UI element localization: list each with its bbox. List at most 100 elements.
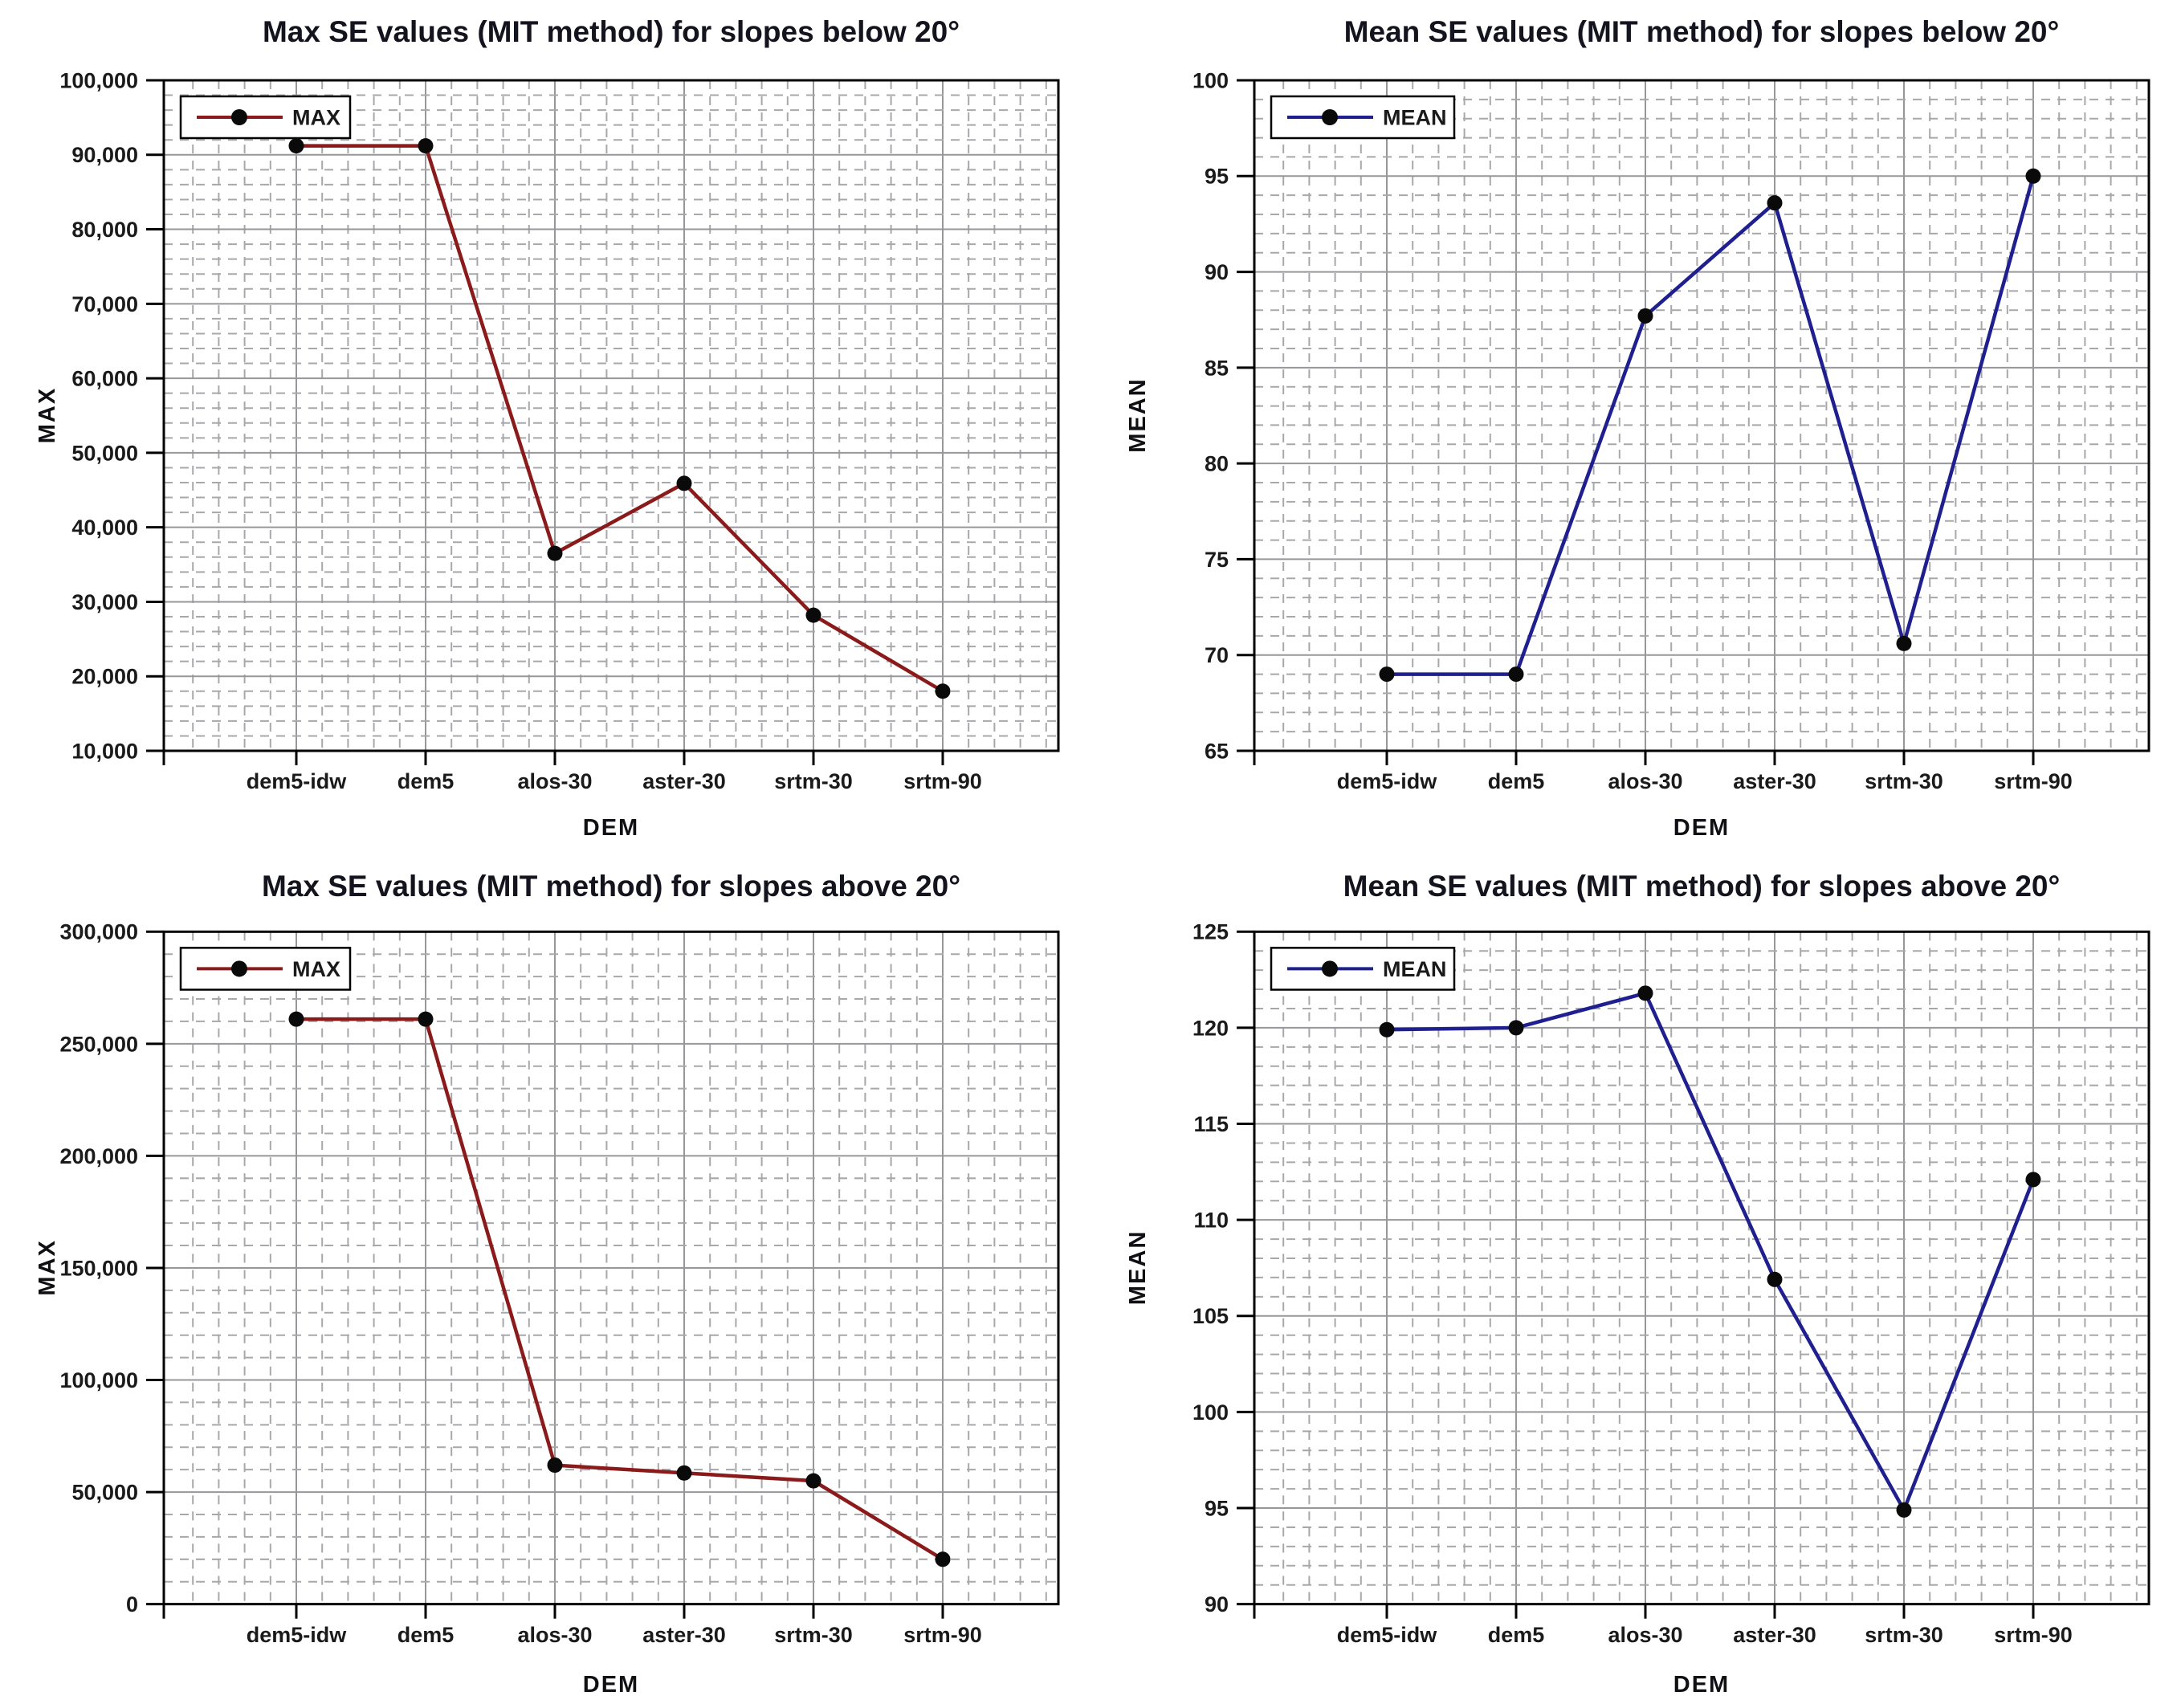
y-tick-label: 80,000 (71, 218, 138, 242)
x-tick-label: aster-30 (642, 769, 726, 793)
y-tick-label: 70 (1205, 643, 1229, 667)
x-tick-label: srtm-30 (774, 769, 853, 793)
x-tick-label: alos-30 (518, 1623, 593, 1647)
y-tick-label: 120 (1192, 1016, 1229, 1040)
x-tick-label: srtm-90 (1994, 1623, 2072, 1647)
data-point (1896, 635, 1912, 651)
x-tick-label: srtm-30 (774, 1623, 852, 1647)
y-tick-label: 200,000 (59, 1144, 138, 1168)
y-tick-label: 100,000 (59, 1368, 138, 1392)
chart-svg-max-above: Max SE values (MIT method) for slopes ab… (35, 869, 1060, 1698)
y-tick-label: 0 (126, 1592, 138, 1616)
y-tick-label: 50,000 (71, 441, 138, 465)
chart-max-se-above-20: Max SE values (MIT method) for slopes ab… (0, 851, 1090, 1708)
x-tick-label: aster-30 (642, 1623, 725, 1647)
chart-title: Max SE values (MIT method) for slopes ab… (262, 869, 960, 903)
data-point (1379, 666, 1395, 683)
y-tick-label: 150,000 (59, 1256, 138, 1280)
x-tick-label: aster-30 (1733, 769, 1816, 793)
y-axis-title: MEAN (1125, 377, 1151, 452)
legend-marker (231, 960, 247, 977)
x-tick-label: srtm-30 (1865, 1623, 1943, 1647)
y-tick-label: 105 (1192, 1304, 1229, 1328)
y-tick-label: 125 (1192, 920, 1229, 944)
data-point (1508, 666, 1524, 683)
x-tick-label: dem5-idw (1337, 769, 1438, 793)
data-point (1379, 1021, 1395, 1037)
data-point (2025, 1172, 2041, 1188)
y-tick-label: 70,000 (71, 292, 138, 316)
legend-label: MEAN (1383, 957, 1446, 981)
legend-marker (1322, 109, 1338, 125)
plot-frame (162, 79, 1060, 752)
data-point (676, 1465, 692, 1481)
y-tick-label: 300,000 (59, 920, 138, 944)
x-axis-title: DEM (1673, 1672, 1730, 1698)
chart-title: Mean SE values (MIT method) for slopes b… (1344, 15, 2060, 48)
legend-label: MAX (292, 105, 340, 129)
x-tick-label: dem5-idw (1337, 1623, 1437, 1647)
y-tick-label: 95 (1205, 1496, 1229, 1520)
x-tick-label: dem5 (1488, 769, 1545, 793)
x-tick-label: srtm-90 (903, 1623, 981, 1647)
data-point (805, 607, 821, 623)
x-tick-label: dem5 (1488, 1623, 1544, 1647)
y-tick-label: 60,000 (71, 367, 138, 391)
y-tick-label: 90 (1205, 1592, 1229, 1616)
chart-svg-max-below: Max SE values (MIT method) for slopes be… (35, 15, 1060, 841)
x-tick-label: alos-30 (517, 769, 592, 793)
series-line-max (296, 144, 944, 693)
data-point (935, 683, 951, 699)
x-axis-title: DEM (583, 1672, 639, 1698)
x-tick-label: srtm-90 (1994, 769, 2073, 793)
x-axis-title: DEM (583, 815, 639, 841)
y-tick-label: 250,000 (59, 1032, 138, 1056)
plot-frame (1253, 79, 2150, 752)
series-line-mean (1387, 175, 2036, 676)
x-tick-label: dem5 (397, 1623, 454, 1647)
series-line-max (296, 1017, 944, 1561)
plot-frame (1253, 930, 2150, 1606)
data-point (288, 138, 304, 154)
data-point (418, 138, 434, 154)
y-tick-label: 20,000 (71, 665, 138, 689)
data-point (805, 1473, 821, 1489)
x-tick-label: dem5 (397, 769, 455, 793)
chart-svg-mean-below: Mean SE values (MIT method) for slopes b… (1125, 15, 2150, 841)
y-tick-label: 100 (1192, 1400, 1229, 1425)
y-tick-label: 100,000 (59, 68, 138, 92)
y-axis-title: MAX (35, 1239, 60, 1296)
data-point (1508, 1020, 1524, 1036)
y-tick-label: 90 (1205, 260, 1229, 284)
x-tick-label: alos-30 (1608, 1623, 1683, 1647)
data-point (2025, 168, 2041, 184)
y-tick-label: 30,000 (71, 590, 138, 614)
y-tick-label: 85 (1205, 356, 1229, 380)
y-tick-label: 40,000 (71, 516, 138, 540)
y-axis-title: MAX (35, 387, 60, 443)
y-tick-label: 100 (1192, 68, 1229, 92)
chart-title: Mean SE values (MIT method) for slopes a… (1343, 869, 2061, 903)
data-point (547, 545, 563, 561)
chart-max-se-below-20: Max SE values (MIT method) for slopes be… (0, 0, 1090, 851)
legend-marker (1322, 960, 1338, 977)
data-point (1896, 1502, 1912, 1518)
y-axis-title: MEAN (1125, 1230, 1151, 1306)
x-tick-label: dem5-idw (247, 769, 348, 793)
x-tick-label: srtm-30 (1865, 769, 1943, 793)
plot-area: 90 95 100 105 110 115 120 125 dem5-idw dem5 alos-3… (1192, 920, 2150, 1647)
y-tick-label: 50,000 (71, 1481, 138, 1505)
chart-title: Max SE values (MIT method) for slopes be… (263, 15, 960, 48)
legend-marker (231, 109, 247, 125)
series-line-mean (1386, 991, 2036, 1514)
y-tick-label: 115 (1193, 1112, 1229, 1136)
x-tick-label: aster-30 (1733, 1623, 1816, 1647)
data-point (288, 1011, 304, 1027)
x-tick-label: dem5-idw (247, 1623, 347, 1647)
y-tick-label: 10,000 (71, 739, 138, 763)
y-tick-label: 90,000 (71, 143, 138, 167)
chart-svg-mean-above: Mean SE values (MIT method) for slopes a… (1125, 869, 2150, 1698)
data-point (1767, 1271, 1783, 1287)
data-point (547, 1457, 563, 1474)
